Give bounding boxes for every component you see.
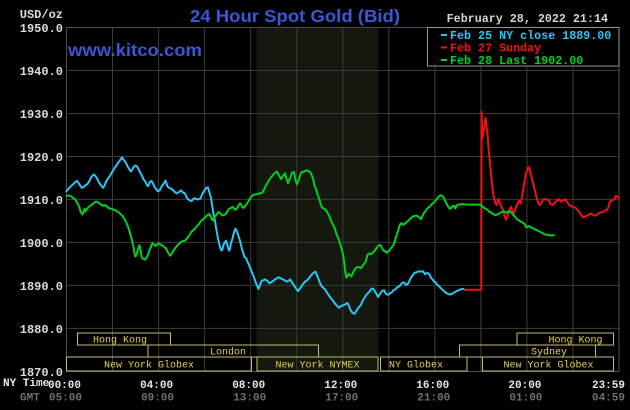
svg-text:London: London (210, 347, 246, 359)
svg-text:1900.0: 1900.0 (20, 237, 63, 251)
svg-text:New York NYMEX: New York NYMEX (275, 360, 359, 372)
svg-text:Hong Kong: Hong Kong (548, 336, 602, 347)
svg-text:1950.0: 1950.0 (20, 22, 63, 36)
svg-text:NY Time: NY Time (3, 378, 50, 390)
svg-text:GMT: GMT (20, 393, 40, 405)
svg-text:04:00: 04:00 (140, 380, 173, 392)
svg-text:Feb 25 NY close 1889.00: Feb 25 NY close 1889.00 (450, 29, 611, 43)
svg-text:www.kitco.com: www.kitco.com (67, 40, 202, 60)
svg-text:13:00: 13:00 (233, 393, 266, 405)
svg-text:New York Globex: New York Globex (104, 360, 194, 372)
svg-text:24 Hour Spot Gold (Bid): 24 Hour Spot Gold (Bid) (190, 6, 400, 26)
svg-text:1930.0: 1930.0 (20, 108, 63, 122)
svg-text:09:00: 09:00 (141, 393, 174, 405)
svg-text:12:00: 12:00 (324, 380, 357, 392)
svg-text:01:00: 01:00 (509, 393, 542, 405)
svg-text:21:00: 21:00 (417, 393, 450, 405)
svg-text:16:00: 16:00 (416, 380, 449, 392)
svg-text:05:00: 05:00 (49, 393, 82, 405)
svg-text:Hong Kong: Hong Kong (93, 336, 147, 347)
svg-text:Feb 28 Last 1902.00: Feb 28 Last 1902.00 (450, 54, 583, 68)
svg-text:NY Globex: NY Globex (389, 360, 443, 372)
svg-text:1880.0: 1880.0 (20, 323, 63, 337)
svg-text:1910.0: 1910.0 (20, 194, 63, 208)
svg-text:04:59: 04:59 (592, 393, 625, 405)
svg-text:1890.0: 1890.0 (20, 280, 63, 294)
svg-text:1920.0: 1920.0 (20, 151, 63, 165)
svg-text:New York Globex: New York Globex (503, 360, 593, 372)
svg-text:February 28, 2022 21:14: February 28, 2022 21:14 (447, 12, 608, 26)
svg-text:USD/oz: USD/oz (20, 8, 63, 22)
svg-text:Sydney: Sydney (531, 347, 567, 359)
svg-text:08:00: 08:00 (232, 380, 265, 392)
svg-text:00:00: 00:00 (48, 380, 81, 392)
svg-text:20:00: 20:00 (508, 380, 541, 392)
svg-text:23:59: 23:59 (592, 380, 625, 392)
svg-text:17:00: 17:00 (325, 393, 358, 405)
svg-text:1870.0: 1870.0 (20, 366, 63, 380)
svg-text:1940.0: 1940.0 (20, 65, 63, 79)
svg-text:Feb 27 Sunday: Feb 27 Sunday (450, 42, 541, 56)
